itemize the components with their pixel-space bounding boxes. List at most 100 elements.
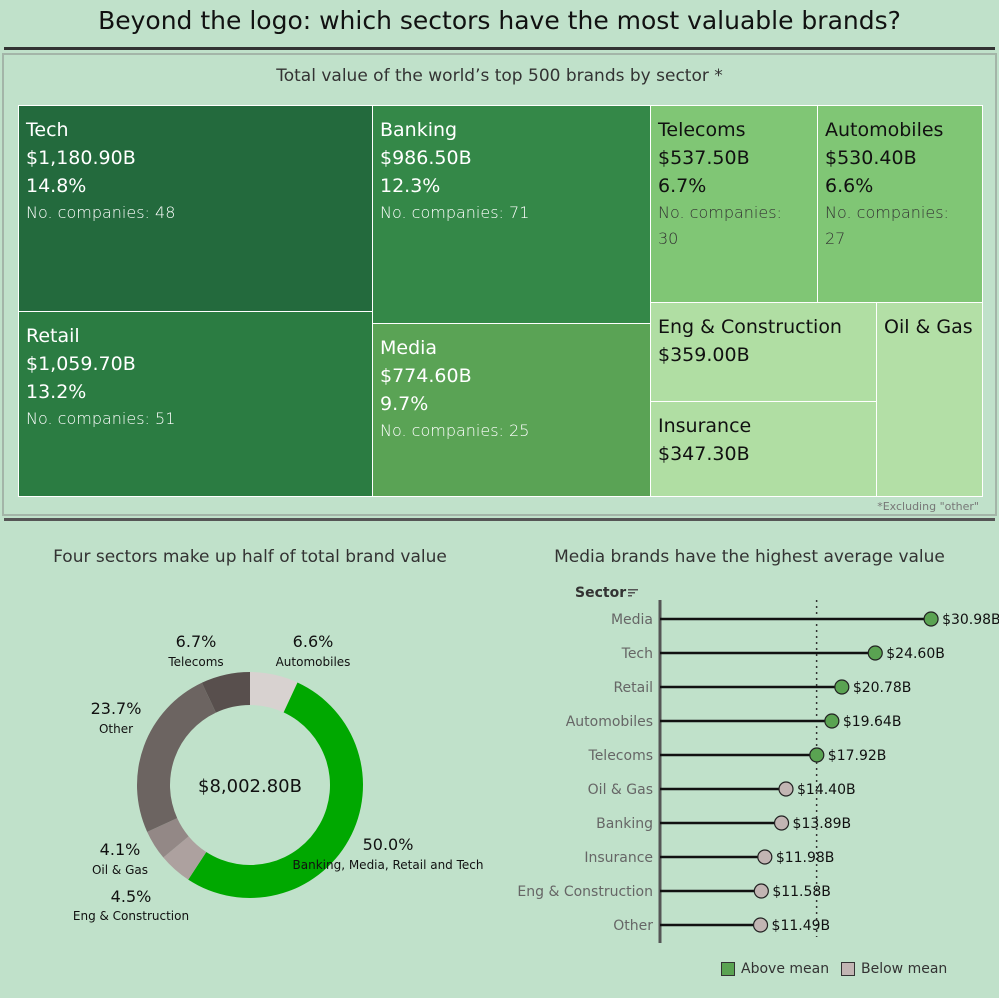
- lollipop-dot-other[interactable]: [752, 917, 769, 933]
- treemap-cell-retail[interactable]: Retail $1,059.70B 13.2% No. companies: 51: [18, 311, 373, 497]
- lollipop-dot-oil-gas[interactable]: [778, 781, 794, 797]
- donut-pct-banking-media-retail-and-tech: 50.0%: [363, 835, 414, 854]
- cell-value: $1,180.90B: [26, 147, 136, 169]
- donut-pct-other: 23.7%: [91, 699, 142, 718]
- lollipop-dot-banking[interactable]: [773, 815, 790, 831]
- cell-percent: 6.6%: [825, 175, 874, 197]
- donut-pct-telecoms: 6.7%: [176, 632, 217, 651]
- cell-value: $774.60B: [380, 365, 472, 387]
- lollipop-dot-automobiles[interactable]: [824, 713, 840, 729]
- cell-percent: 12.3%: [380, 175, 441, 197]
- dashboard-title: Beyond the logo: which sectors have the …: [98, 6, 901, 35]
- category-label-retail: Retail: [613, 680, 653, 696]
- donut-pct-automobiles: 6.6%: [293, 632, 334, 651]
- axis-header-sector: Sector: [575, 585, 626, 601]
- lollipop-dot-eng-construction[interactable]: [753, 883, 769, 899]
- donut-slice-banking-media-retail-and-tech[interactable]: [188, 682, 363, 898]
- donut-pct-eng-construction: 4.5%: [111, 887, 152, 906]
- cell-companies: No. companies: 51: [26, 409, 176, 428]
- value-label-other: $11.49B: [772, 918, 831, 934]
- donut-label-other: Other: [99, 722, 133, 736]
- donut-pct-oil-gas: 4.1%: [100, 840, 141, 859]
- value-label-telecoms: $17.92B: [828, 748, 887, 764]
- donut-label-oil-gas: Oil & Gas: [92, 863, 148, 877]
- cell-sector-name: Eng & Construction: [658, 316, 842, 338]
- cell-sector-name: Retail: [26, 325, 80, 347]
- cell-percent: 13.2%: [26, 381, 87, 403]
- donut-slice-eng-construction[interactable]: [163, 836, 207, 880]
- section-divider: [4, 518, 995, 521]
- treemap-cell-eng-construction[interactable]: Eng & Construction $359.00B: [650, 302, 877, 402]
- treemap-cell-oil-gas[interactable]: Oil & Gas: [876, 302, 983, 497]
- cell-value: $537.50B: [658, 147, 750, 169]
- donut-title: Four sectors make up half of total brand…: [53, 547, 447, 567]
- value-label-insurance: $11.98B: [776, 850, 835, 866]
- legend-below-mean[interactable]: Below mean: [841, 961, 947, 977]
- cell-companies-count: 27: [825, 229, 846, 248]
- donut-label-banking-media-retail-and-tech: Banking, Media, Retail and Tech: [293, 858, 484, 872]
- cell-sector-name: Insurance: [658, 415, 752, 437]
- cell-value: $986.50B: [380, 147, 472, 169]
- category-label-media: Media: [611, 612, 653, 628]
- donut-slice-oil-gas[interactable]: [147, 818, 189, 858]
- legend-label: Below mean: [861, 961, 948, 977]
- category-label-oil-gas: Oil & Gas: [588, 782, 653, 798]
- treemap-cell-automobiles[interactable]: Automobiles $530.40B 6.6% No. companies: 27: [817, 105, 983, 303]
- lollipop-chart: Sector Media $30.98B Tech $24.60B Retail $20.7…: [517, 585, 999, 943]
- value-label-oil-gas: $14.40B: [797, 782, 856, 798]
- cell-percent: 6.7%: [658, 175, 707, 197]
- category-label-telecoms: Telecoms: [588, 748, 653, 764]
- cell-sector-name: Media: [380, 337, 438, 359]
- value-label-retail: $20.78B: [853, 680, 912, 696]
- treemap-cell-media[interactable]: Media $774.60B 9.7% No. companies: 25: [372, 323, 651, 497]
- sort-icon[interactable]: [628, 589, 638, 597]
- lollipop-dot-telecoms[interactable]: [809, 747, 825, 763]
- donut-label-automobiles: Automobiles: [276, 655, 351, 669]
- donut-label-telecoms: Telecoms: [167, 655, 223, 669]
- cell-companies: No. companies:: [825, 203, 949, 222]
- value-label-media: $30.98B: [942, 612, 999, 628]
- value-label-eng-construction: $11.58B: [772, 884, 831, 900]
- donut-center-total: $8,002.80B: [198, 776, 302, 797]
- category-label-insurance: Insurance: [584, 850, 653, 866]
- cell-sector-name: Automobiles: [825, 119, 944, 141]
- below-mean-swatch: [841, 962, 855, 976]
- treemap-footnote: *Excluding "other": [877, 500, 979, 513]
- value-label-tech: $24.60B: [886, 646, 945, 662]
- cell-companies: No. companies: 25: [380, 421, 530, 440]
- legend-label: Above mean: [741, 961, 830, 977]
- cell-value: $359.00B: [658, 344, 750, 366]
- treemap-panel: [2, 53, 997, 516]
- lollipop-dot-media[interactable]: [923, 611, 939, 627]
- donut-label-eng-construction: Eng & Construction: [73, 909, 189, 923]
- lollipop-title: Media brands have the highest average va…: [554, 547, 945, 567]
- cell-sector-name: Banking: [380, 119, 458, 141]
- donut-slice-other[interactable]: [136, 682, 216, 832]
- cell-value: $530.40B: [825, 147, 917, 169]
- donut-slice-automobiles[interactable]: [250, 672, 298, 713]
- cell-companies: No. companies: 71: [380, 203, 530, 222]
- donut-chart: $8,002.80B 6.6% Automobiles 50.0% Banking, M…: [73, 632, 484, 923]
- cell-companies: No. companies:: [658, 203, 782, 222]
- treemap-cell-banking[interactable]: Banking $986.50B 12.3% No. companies: 71: [372, 105, 651, 324]
- treemap-title: Total value of the world’s top 500 brand…: [276, 66, 723, 86]
- lollipop-dot-insurance[interactable]: [757, 849, 773, 865]
- cell-percent: 14.8%: [26, 175, 87, 197]
- lollipop-dot-tech[interactable]: [867, 645, 883, 661]
- cell-sector-name: Tech: [26, 119, 69, 141]
- treemap-cell-telecoms[interactable]: Telecoms $537.50B 6.7% No. companies: 30: [650, 105, 818, 303]
- category-label-eng-construction: Eng & Construction: [517, 884, 653, 900]
- cell-companies-count: 30: [658, 229, 679, 248]
- treemap-cell-insurance[interactable]: Insurance $347.30B: [650, 401, 877, 497]
- cell-value: $1,059.70B: [26, 353, 136, 375]
- lollipop-dot-retail[interactable]: [834, 679, 850, 695]
- cell-value: $347.30B: [658, 443, 750, 465]
- cell-companies: No. companies: 48: [26, 203, 176, 222]
- cell-sector-name: Telecoms: [658, 119, 746, 141]
- value-label-banking: $13.89B: [793, 816, 852, 832]
- category-label-other: Other: [613, 918, 653, 934]
- legend-above-mean[interactable]: Above mean: [721, 961, 829, 977]
- treemap-cell-tech[interactable]: Tech $1,180.90B 14.8% No. companies: 48: [18, 105, 373, 312]
- donut-slice-telecoms[interactable]: [201, 672, 250, 713]
- category-label-banking: Banking: [596, 816, 653, 832]
